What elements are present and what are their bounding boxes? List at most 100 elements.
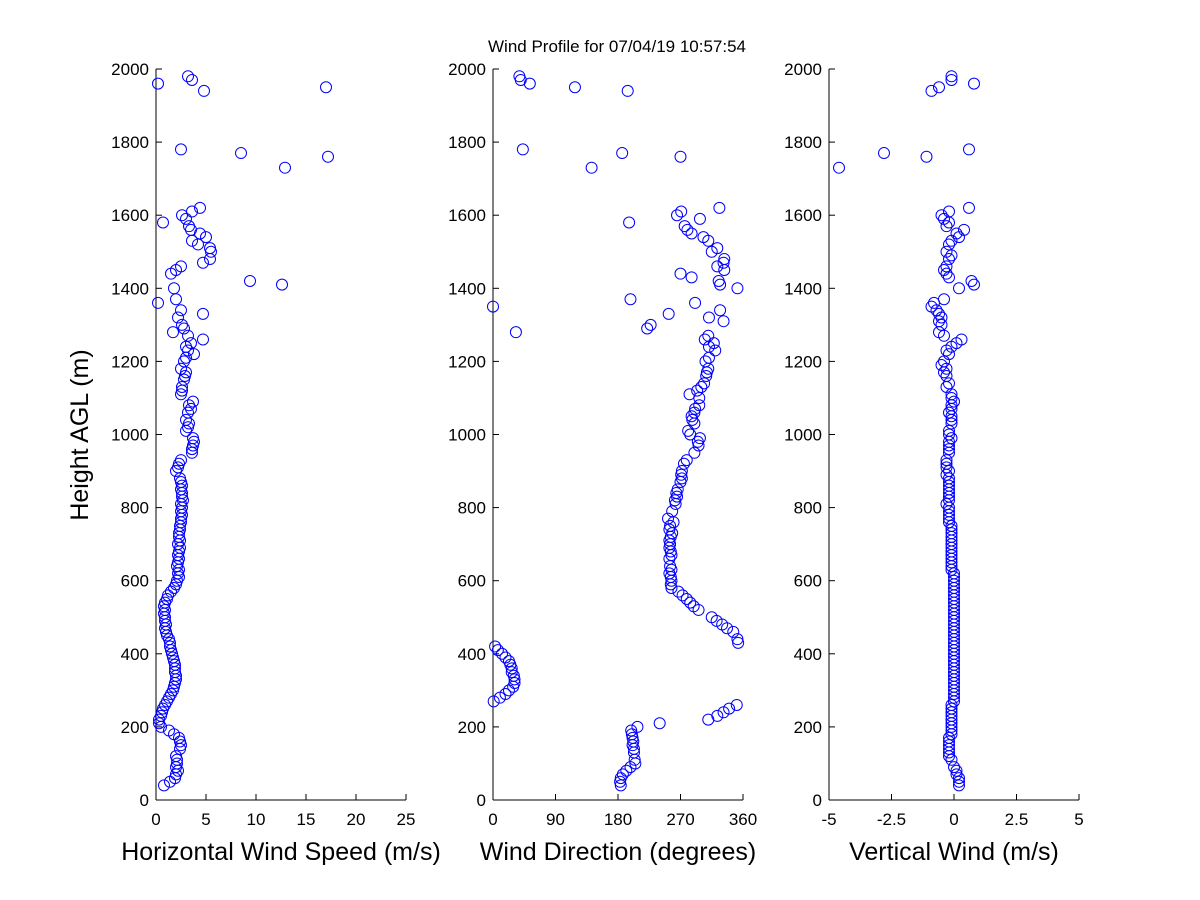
data-point (953, 779, 965, 792)
data-point (878, 147, 890, 160)
data-point (507, 680, 520, 693)
data-point (155, 720, 167, 733)
data-point (523, 77, 536, 90)
data-point (953, 231, 965, 244)
data-point (685, 227, 698, 240)
data-point (322, 150, 334, 163)
data-point (731, 282, 744, 295)
data-point (925, 84, 938, 97)
data-point (717, 706, 730, 719)
x-tick-label: 180 (604, 810, 632, 829)
data-point (170, 293, 182, 306)
y-tick-label: 1800 (784, 133, 822, 152)
data-point (176, 380, 188, 393)
data-points (833, 70, 980, 792)
data-point (320, 81, 332, 94)
panel-2: 0 200 400 600 800 1000 1200 1400 1600 1800 2000 0 90… (448, 60, 757, 866)
data-point (953, 282, 965, 295)
y-tick-label: 1600 (448, 206, 486, 225)
x-tick-label: 5 (1074, 810, 1083, 829)
data-point (200, 231, 212, 244)
data-point (968, 77, 980, 90)
data-point (943, 516, 955, 529)
data-point (692, 439, 705, 452)
data-point (693, 391, 706, 404)
data-point (680, 592, 693, 605)
data-point (702, 234, 715, 247)
data-point (624, 293, 637, 306)
data-point (709, 344, 722, 357)
data-point (685, 410, 698, 423)
data-point (945, 70, 958, 83)
data-point (493, 691, 506, 704)
x-axis-title: Horizontal Wind Speed (m/s) (121, 838, 441, 866)
data-point (185, 402, 197, 415)
data-point (945, 720, 958, 733)
data-point (172, 311, 184, 324)
y-tick-label: 2000 (111, 60, 149, 79)
panel-1: 0 200 400 600 800 1000 1200 1400 1600 1800 2000 0 5 1… (111, 60, 441, 866)
data-point (158, 779, 170, 792)
y-axis-label: Height AGL (m) (66, 349, 94, 520)
data-point (197, 333, 209, 346)
data-point (700, 366, 713, 379)
data-point (940, 454, 953, 467)
data-point (935, 311, 948, 324)
y-tick-label: 1000 (111, 426, 149, 445)
x-axis-title: Vertical Wind (m/s) (849, 838, 1059, 866)
data-point (717, 315, 730, 328)
data-point (614, 779, 627, 792)
data-point (943, 439, 955, 452)
y-tick-label: 1400 (448, 279, 486, 298)
data-point (727, 625, 740, 638)
x-tick-label: 10 (247, 810, 266, 829)
y-tick-label: 1800 (111, 133, 149, 152)
data-point (717, 256, 730, 269)
data-point (684, 596, 697, 609)
data-point (168, 582, 180, 595)
data-point (943, 742, 955, 755)
data-point (945, 417, 958, 430)
y-tick-label: 400 (794, 645, 822, 664)
panel-3: 0 200 400 600 800 1000 1200 1400 1600 1800 2000 -5 -… (784, 60, 1084, 866)
data-point (678, 220, 691, 233)
data-point (943, 238, 955, 251)
data-point (948, 695, 960, 708)
data-point (943, 377, 955, 390)
data-point (943, 216, 955, 229)
data-point (674, 476, 687, 489)
data-point (675, 205, 688, 218)
data-point (933, 81, 945, 94)
data-point (174, 742, 186, 755)
data-point (945, 753, 958, 766)
x-tick-label: 25 (397, 810, 416, 829)
y-tick-label: 1600 (784, 206, 822, 225)
data-point (688, 446, 701, 459)
x-tick-label: 2.5 (1005, 810, 1029, 829)
data-point (945, 413, 958, 426)
data-point (945, 563, 958, 576)
data-point (721, 622, 734, 635)
data-point (950, 764, 963, 777)
data-point (668, 494, 681, 507)
data-point (943, 512, 955, 525)
data-point (928, 296, 940, 309)
data-point (491, 644, 504, 657)
data-point (698, 377, 711, 390)
data-point (489, 640, 502, 653)
data-point (175, 304, 187, 317)
data-point (950, 768, 963, 781)
data-point (938, 329, 950, 342)
y-tick-label: 1400 (784, 279, 822, 298)
data-point (624, 761, 637, 774)
data-point (689, 402, 702, 415)
data-point (496, 647, 509, 660)
data-point (664, 545, 677, 558)
y-tick-label: 800 (458, 499, 486, 518)
data-point (940, 260, 953, 273)
data-point (713, 201, 726, 214)
data-point (943, 253, 955, 266)
data-point (502, 684, 515, 697)
data-point (665, 574, 678, 587)
